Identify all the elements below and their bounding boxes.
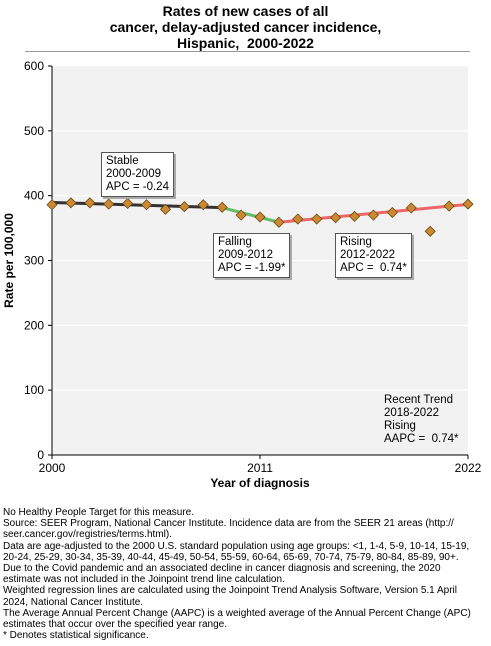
annotation-falling: Falling 2009-2012 APC = -1.99*	[213, 233, 291, 278]
annotation-line: Falling	[218, 236, 252, 248]
footnote-line: estimates that occur over the specified …	[3, 619, 228, 631]
annotation-rising: Rising 2012-2022 APC = 0.74*	[335, 233, 412, 278]
data-point	[462, 198, 474, 210]
annotation-line: APC = -1.99*	[218, 262, 286, 274]
footnote-line: Due to the Covid pandemic and an associa…	[3, 563, 441, 575]
y-tick-label: 300	[24, 254, 44, 268]
footnote-line: estimate was not included in the Joinpoi…	[3, 574, 285, 586]
trend-line-falling	[220, 206, 281, 224]
annotation-line: 2000-2009	[106, 168, 161, 180]
data-point	[65, 197, 77, 209]
data-point	[103, 198, 115, 210]
data-point	[235, 209, 247, 221]
title-divider	[25, 51, 470, 52]
data-point	[254, 211, 266, 223]
x-axis-title: Year of diagnosis	[210, 476, 310, 490]
data-point	[348, 210, 361, 222]
annotation-line: APC = 0.74*	[340, 262, 407, 274]
footnote-line: * Denotes statistical significance.	[3, 630, 149, 642]
annotation-line: 2009-2012	[218, 249, 273, 261]
data-point	[46, 199, 58, 211]
y-tick-label: 0	[37, 448, 44, 462]
annotation-line: 2012-2022	[340, 249, 395, 261]
data-point	[273, 216, 285, 228]
footnote-line: No Healthy People Target for this measur…	[3, 507, 195, 518]
footnote-line: 20-24, 25-29, 30-34, 35-39, 40-44, 45-49…	[3, 551, 459, 563]
y-axis-title: Rate per 100,000	[2, 213, 16, 308]
y-tick-label: 200	[24, 318, 44, 332]
data-point	[443, 200, 455, 212]
footnote-line: The Average Annual Percent Change (AAPC)…	[3, 607, 471, 619]
annotation-stable: Stable 2000-2009 APC = -0.24	[101, 152, 174, 197]
footnote-line: Weighted regression lines are calculated…	[3, 585, 457, 597]
data-point	[159, 203, 172, 215]
data-point	[197, 199, 209, 211]
data-point	[405, 202, 417, 214]
annotation-line: Rising	[384, 420, 416, 432]
data-point	[386, 206, 398, 219]
annotation-line: 2018-2022	[384, 407, 439, 419]
footnote-line: 2024, National Cancer Institute.	[3, 596, 144, 608]
chart-title-line: Hispanic, 2000-2022	[177, 35, 314, 51]
y-tick-label: 100	[24, 383, 44, 397]
data-point	[367, 209, 380, 221]
chart-title: Rates of new cases of all cancer, delay-…	[0, 3, 491, 51]
annotation-line: Stable	[106, 155, 139, 167]
y-tick-label: 500	[24, 124, 44, 138]
annotation-line: APC = -0.24	[106, 181, 169, 193]
annotation-line: Recent Trend	[384, 394, 454, 406]
data-point	[178, 201, 190, 213]
y-tick-label: 400	[24, 189, 44, 203]
footnote-line: seer.cancer.gov/registries/terms.html).	[3, 529, 172, 541]
footnote-line: Data are age-adjusted to the 2000 U.S. s…	[3, 540, 470, 552]
x-tick-label: 2022	[455, 461, 482, 475]
data-point	[292, 213, 304, 225]
data-point	[122, 197, 134, 210]
footnotes: No Healthy People Target for this measur…	[3, 507, 489, 641]
footnote-line: Source: SEER Program, National Cancer In…	[3, 518, 454, 530]
data-point	[311, 213, 323, 225]
data-point	[330, 212, 342, 224]
x-tick-label: 2000	[39, 461, 66, 475]
data-point	[84, 197, 96, 209]
chart-title-line: Rates of new cases of all	[162, 3, 329, 19]
trend-line-stable	[50, 200, 224, 210]
data-point	[216, 201, 228, 213]
data-point	[140, 199, 153, 211]
annotation-recent-trend: Recent Trend 2018-2022 Rising AAPC = 0.74*	[380, 392, 462, 448]
annotation-line: Rising	[340, 236, 372, 248]
data-point	[424, 225, 436, 237]
y-tick-label: 600	[24, 59, 44, 73]
chart-title-line: cancer, delay-adjusted cancer incidence,	[109, 19, 382, 35]
x-tick-label: 2011	[247, 461, 273, 475]
annotation-line: AAPC = 0.74*	[384, 433, 459, 445]
